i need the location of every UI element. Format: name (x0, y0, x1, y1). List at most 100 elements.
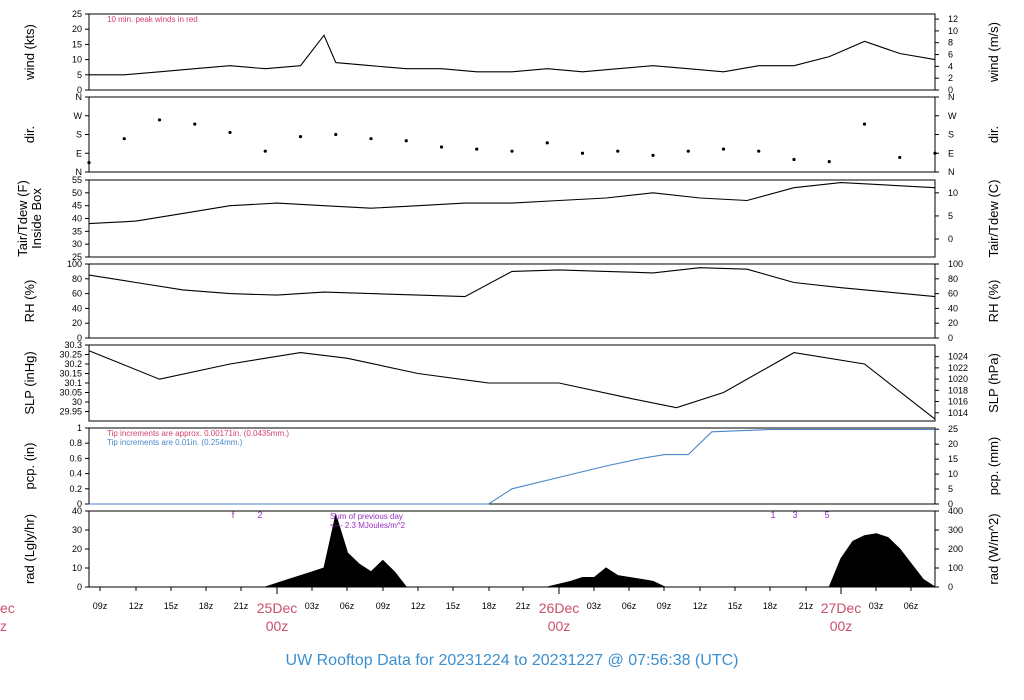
rad-area-1 (547, 567, 666, 588)
x-tick-label: 06z (340, 601, 355, 611)
x-tick-label: 18z (482, 601, 497, 611)
left-tick-label: 20 (72, 24, 82, 34)
right-tick-label: 40 (948, 303, 958, 313)
right-tick-label: 400 (948, 506, 963, 516)
right-tick-label: N (948, 167, 955, 177)
series-line-wind (89, 34, 936, 76)
x-tick-label: 03z (305, 601, 320, 611)
dir-point (898, 155, 902, 160)
left-tick-label: 100 (67, 259, 82, 269)
left-tick-label: 30.3 (64, 340, 82, 350)
rad-marker-label: 1 (770, 510, 775, 520)
chart-title: UW Rooftop Data for 20231224 to 20231227… (286, 652, 739, 669)
day-label-date: 25Dec (257, 600, 297, 616)
x-tick-label: 21z (799, 601, 814, 611)
left-tick-label: 1 (77, 423, 82, 433)
right-tick-label: 1014 (948, 408, 968, 418)
right-tick-label: 4 (948, 61, 953, 71)
left-tick-label: 30.1 (64, 378, 82, 388)
day-label-hour: 00z (830, 618, 853, 634)
right-tick-label: 100 (948, 259, 963, 269)
dir-point (545, 141, 549, 145)
left-tick-label: 0 (77, 85, 82, 95)
partial-day-date: ec (0, 600, 15, 616)
right-tick-label: 5 (948, 484, 953, 494)
panel-frame-pcp (88, 427, 936, 505)
x-tick-label: 18z (199, 601, 214, 611)
x-tick-label: 03z (587, 601, 602, 611)
ylabel-right-temp: Tair/Tdew (C) (986, 179, 1001, 257)
ylabel-right-slp: SLP (hPa) (986, 353, 1001, 413)
right-tick-label: 200 (948, 544, 963, 554)
left-tick-label: 29.95 (59, 407, 82, 417)
dir-point (686, 149, 690, 153)
dir-point (298, 134, 303, 139)
right-tick-label: 0 (948, 499, 953, 509)
rad-marker-label: 5 (824, 510, 829, 520)
series-line-temp (88, 182, 936, 225)
rad-area-0 (265, 512, 408, 588)
right-tick-label: 10 (948, 188, 958, 198)
x-tick-label: 12z (411, 601, 426, 611)
dir-point (87, 161, 91, 165)
rad-marker-label: 2 (257, 510, 262, 520)
rad-area-2 (828, 533, 937, 588)
right-tick-label: 100 (948, 563, 963, 573)
dir-point (334, 132, 338, 137)
left-tick-label: 40 (72, 214, 82, 224)
right-tick-label: S (948, 130, 954, 140)
series-line-rh (88, 267, 936, 298)
ylabel-left-pcp: pcp. (in) (22, 443, 37, 490)
left-tick-label: 60 (72, 289, 82, 299)
ylabel-left-rh: RH (%) (22, 280, 37, 323)
x-tick-label: 18z (763, 601, 778, 611)
left-tick-label: 0.4 (69, 469, 82, 479)
rad-marker-label: 3 (792, 510, 797, 520)
left-tick-label: 15 (72, 39, 82, 49)
right-tick-label: 12 (948, 14, 958, 24)
x-tick-label: 15z (164, 601, 179, 611)
dir-point (721, 147, 726, 151)
left-tick-label: 50 (72, 188, 82, 198)
left-tick-label: 0 (77, 582, 82, 592)
left-tick-label: 30 (72, 239, 82, 249)
series-line-pcp (89, 428, 935, 505)
left-tick-label: 0 (77, 333, 82, 343)
dir-point (580, 151, 585, 155)
right-tick-label: 6 (948, 50, 953, 60)
right-tick-label: 80 (948, 274, 958, 284)
left-tick-label: 45 (72, 201, 82, 211)
right-tick-label: 300 (948, 525, 963, 535)
left-tick-label: 40 (72, 506, 82, 516)
ylabel-left-wind: wind (kts) (22, 24, 37, 81)
right-tick-label: W (948, 111, 957, 121)
ylabel-right-pcp: pcp. (mm) (986, 437, 1001, 496)
x-tick-label: 15z (446, 601, 461, 611)
x-tick-label: 21z (234, 601, 249, 611)
right-tick-label: 1016 (948, 397, 968, 407)
dir-point (404, 139, 408, 143)
ylabel-right-rad: rad (W/m^2) (986, 513, 1001, 584)
ylabel-left-temp: Inside Box (29, 188, 44, 249)
right-tick-label: 10 (948, 469, 958, 479)
left-tick-label: 0 (77, 499, 82, 509)
ylabel-right-wind: wind (m/s) (986, 22, 1001, 83)
dir-point (933, 151, 937, 155)
right-tick-label: 10 (948, 26, 958, 36)
x-tick-label: 09z (93, 601, 108, 611)
left-tick-label: S (76, 130, 82, 140)
right-tick-label: 20 (948, 439, 958, 449)
left-tick-label: W (74, 111, 83, 121)
dir-point (193, 122, 197, 126)
day-label-date: 26Dec (539, 600, 579, 616)
annotation-pcp: Tip increments are 0.01in. (0.254mm.) (107, 438, 243, 447)
ylabel-left-rad: rad (Lgly/hr) (22, 514, 37, 584)
left-tick-label: 40 (72, 303, 82, 313)
right-tick-label: 60 (948, 289, 958, 299)
annotation-wind: 10 min. peak winds in red (107, 15, 198, 24)
left-tick-label: 30.25 (59, 350, 82, 360)
dir-point (862, 122, 867, 126)
left-tick-label: 10 (72, 55, 82, 65)
panel-frame-temp (88, 179, 936, 258)
x-tick-label: 09z (657, 601, 672, 611)
